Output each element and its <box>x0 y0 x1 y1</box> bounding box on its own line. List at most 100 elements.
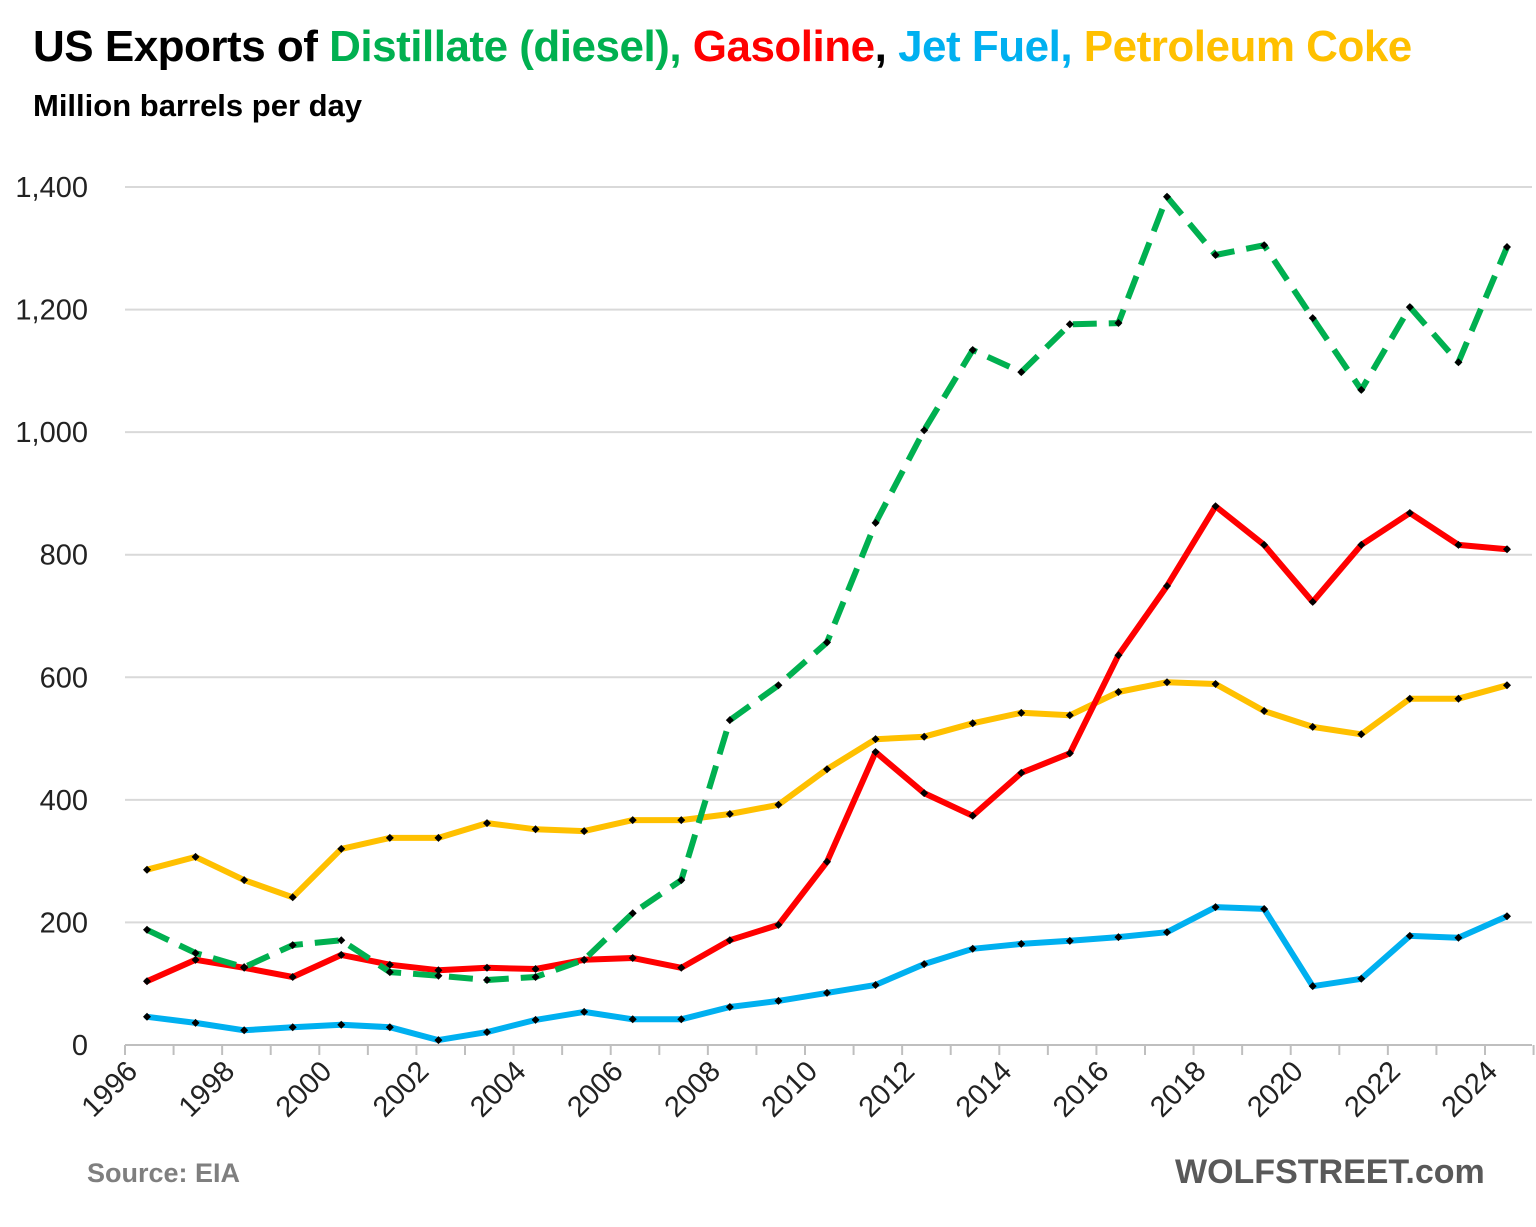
data-point-marker <box>871 735 880 744</box>
data-point-marker <box>1017 768 1026 777</box>
data-point-marker <box>240 963 249 972</box>
data-point-marker <box>774 996 783 1005</box>
data-point-marker <box>531 825 540 834</box>
x-tick-label: 2006 <box>561 1055 629 1123</box>
data-point-marker <box>385 960 394 969</box>
data-point-marker <box>1405 509 1414 518</box>
data-point-marker <box>1163 581 1171 590</box>
data-point-marker <box>434 833 443 842</box>
data-point-marker <box>1211 903 1220 912</box>
x-tick-label: 2000 <box>270 1055 338 1123</box>
data-point-marker <box>143 925 151 934</box>
data-point-marker <box>725 809 734 818</box>
chart-subtitle: Million barrels per day <box>33 88 363 123</box>
data-point-marker <box>968 719 977 728</box>
data-point-marker <box>968 346 977 355</box>
data-point-marker <box>483 976 491 985</box>
data-point-marker <box>1454 933 1463 942</box>
title-part: US Exports of <box>33 22 330 71</box>
data-point-marker <box>1503 545 1511 554</box>
data-point-marker <box>1114 651 1123 660</box>
data-point-marker <box>191 955 200 964</box>
data-point-marker <box>823 638 831 647</box>
brand-watermark: WOLFSTREET.com <box>1175 1153 1485 1191</box>
data-point-marker <box>920 426 929 435</box>
data-point-marker <box>580 955 589 964</box>
title-part: , <box>874 22 899 71</box>
series-line-jet-fuel <box>144 904 1510 1044</box>
data-point-marker <box>337 936 346 945</box>
data-point-marker <box>725 936 734 945</box>
data-point-marker <box>1503 243 1511 252</box>
data-point-marker <box>1308 982 1317 991</box>
y-tick-label: 400 <box>40 785 88 817</box>
data-point-marker <box>288 893 297 902</box>
data-point-marker <box>1065 936 1074 945</box>
data-point-marker <box>1357 540 1366 549</box>
data-point-marker <box>143 1012 151 1021</box>
data-point-marker <box>580 827 589 836</box>
data-point-marker <box>677 963 686 972</box>
data-point-marker <box>677 876 686 885</box>
data-point-marker <box>1260 241 1269 250</box>
data-point-marker <box>434 971 443 980</box>
data-point-marker <box>1308 314 1317 323</box>
data-point-marker <box>434 1036 443 1045</box>
data-point-marker <box>1454 540 1463 549</box>
title-part: Jet Fuel, <box>898 22 1084 71</box>
data-point-marker <box>1017 939 1026 948</box>
data-point-marker <box>1114 687 1123 696</box>
data-point-marker <box>143 977 151 986</box>
data-point-marker <box>288 941 297 950</box>
data-point-marker <box>968 811 977 820</box>
x-tick-label: 2020 <box>1241 1055 1309 1123</box>
x-tick-label: 2018 <box>1144 1055 1212 1123</box>
data-point-marker <box>628 953 637 962</box>
data-point-marker <box>143 865 151 874</box>
data-point-marker <box>1454 694 1463 703</box>
data-point-marker <box>531 972 540 981</box>
data-point-marker <box>288 1023 297 1032</box>
data-point-marker <box>725 716 734 725</box>
data-point-marker <box>483 1028 491 1037</box>
data-point-marker <box>920 960 929 969</box>
y-tick-label: 1,200 <box>15 295 88 327</box>
x-tick-label: 2024 <box>1436 1055 1504 1123</box>
title-part: Petroleum Coke <box>1083 22 1412 71</box>
data-point-marker <box>337 1020 346 1029</box>
data-point-marker <box>531 965 540 974</box>
x-tick-label: 2010 <box>756 1055 824 1123</box>
data-point-marker <box>240 876 249 885</box>
data-point-marker <box>483 819 491 828</box>
data-point-marker <box>1357 385 1366 394</box>
data-point-marker <box>580 1007 589 1016</box>
data-point-marker <box>1260 904 1269 913</box>
data-point-marker <box>871 748 880 757</box>
data-point-marker <box>1163 928 1171 937</box>
data-point-marker <box>531 1015 540 1024</box>
data-point-marker <box>1065 711 1074 720</box>
data-point-marker <box>920 789 929 798</box>
chart-title: US Exports of Distillate (diesel), Gasol… <box>33 22 1412 72</box>
data-point-marker <box>288 972 297 981</box>
data-point-marker <box>434 966 443 975</box>
data-point-marker <box>1357 974 1366 983</box>
data-point-marker <box>191 852 200 861</box>
y-tick-label: 0 <box>72 1030 88 1062</box>
data-point-marker <box>191 1018 200 1027</box>
data-point-marker <box>1211 680 1220 689</box>
data-point-marker <box>1503 912 1511 921</box>
x-tick-label: 2008 <box>659 1055 727 1123</box>
x-tick-label: 2012 <box>853 1055 921 1123</box>
data-point-marker <box>1308 597 1317 606</box>
data-point-marker <box>191 949 200 958</box>
data-point-marker <box>628 909 637 918</box>
data-point-marker <box>1017 368 1026 377</box>
data-point-marker <box>1260 706 1269 715</box>
x-tick-label: 1998 <box>173 1055 241 1123</box>
data-point-marker <box>483 963 491 972</box>
data-point-marker <box>1114 933 1123 942</box>
data-point-marker <box>823 857 831 866</box>
data-point-marker <box>1405 694 1414 703</box>
source-note: Source: EIA <box>87 1158 241 1188</box>
